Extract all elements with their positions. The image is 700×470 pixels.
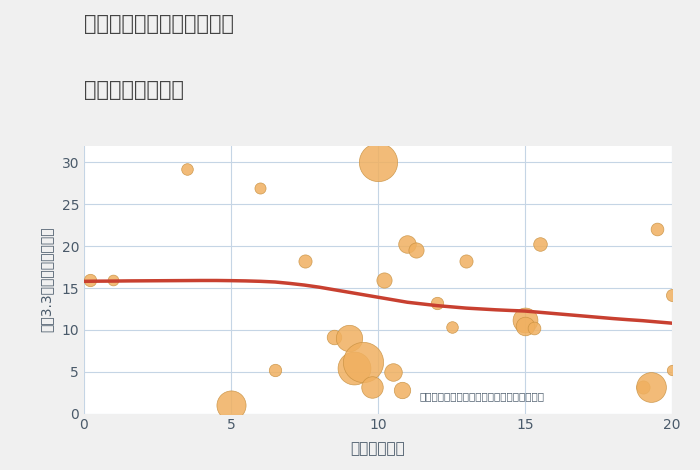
Text: 円の大きさは、取引のあった物件面積を示す: 円の大きさは、取引のあった物件面積を示す <box>419 392 544 401</box>
Point <box>666 291 678 298</box>
X-axis label: 駅距離（分）: 駅距離（分） <box>351 441 405 456</box>
Point <box>255 184 266 191</box>
Point <box>431 299 442 307</box>
Point <box>378 276 389 283</box>
Point <box>181 165 193 173</box>
Point <box>534 241 545 248</box>
Text: 三重県四日市市西坂部町の: 三重県四日市市西坂部町の <box>84 14 234 34</box>
Point <box>446 324 457 331</box>
Point <box>225 401 237 409</box>
Point <box>349 364 360 371</box>
Point <box>372 159 384 166</box>
Point <box>270 366 281 374</box>
Point <box>343 335 354 342</box>
Point <box>519 316 531 323</box>
Point <box>646 383 657 391</box>
Y-axis label: 坪（3.3㎡）単価（万円）: 坪（3.3㎡）単価（万円） <box>39 227 53 332</box>
Point <box>367 383 378 391</box>
Point <box>387 368 398 376</box>
Point <box>411 247 422 254</box>
Point <box>108 277 119 284</box>
Point <box>358 358 369 366</box>
Point <box>519 322 531 329</box>
Point <box>666 366 678 374</box>
Text: 駅距離別土地価格: 駅距離別土地価格 <box>84 80 184 100</box>
Point <box>402 241 413 248</box>
Point <box>328 333 339 340</box>
Point <box>461 258 472 265</box>
Point <box>637 383 648 391</box>
Point <box>652 226 663 233</box>
Point <box>84 276 95 283</box>
Point <box>299 258 310 265</box>
Point <box>528 324 540 332</box>
Point <box>396 386 407 394</box>
